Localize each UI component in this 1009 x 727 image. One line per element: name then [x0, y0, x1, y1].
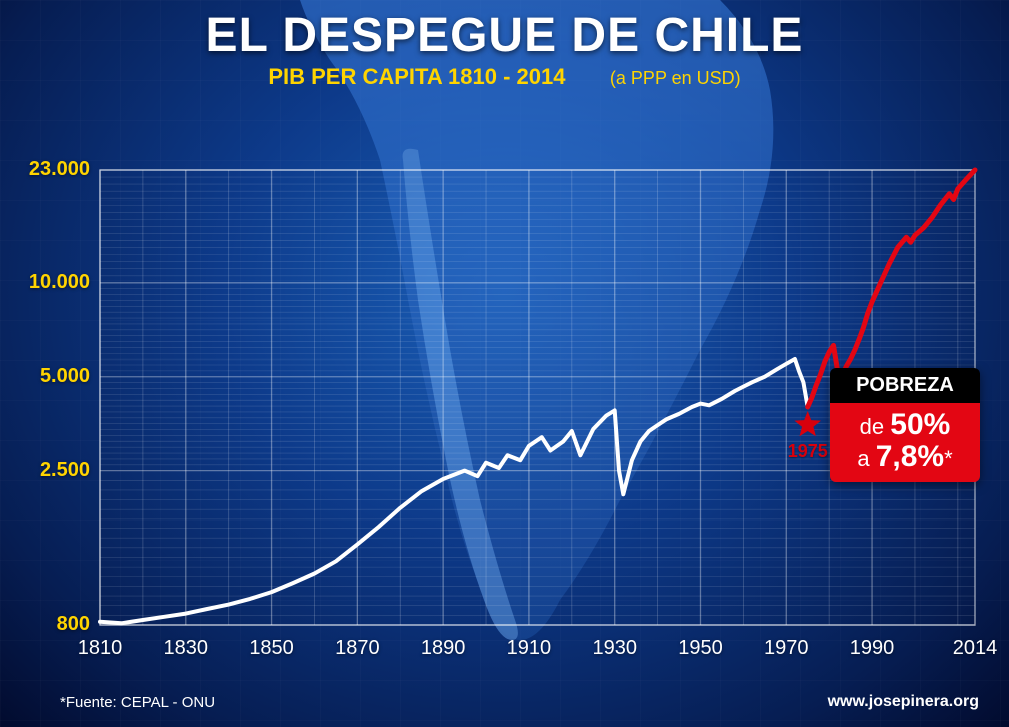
x-tick-label: 1990	[850, 637, 895, 660]
y-tick-label: 800	[20, 613, 90, 636]
poverty-from-label: de	[860, 414, 891, 439]
poverty-from-value: 50%	[890, 408, 950, 441]
x-tick-label: 1810	[78, 637, 123, 660]
x-tick-label: 1910	[507, 637, 552, 660]
x-tick-label: 1850	[249, 637, 294, 660]
x-tick-label: 1950	[678, 637, 723, 660]
x-tick-label: 1830	[164, 637, 209, 660]
x-tick-label: 2014	[953, 637, 998, 660]
source-url: www.josepinera.org	[828, 693, 979, 711]
y-tick-label: 23.000	[20, 158, 90, 181]
x-tick-label: 1930	[592, 637, 637, 660]
x-tick-label: 1870	[335, 637, 380, 660]
poverty-callout-box: POBREZA de 50% a 7,8%*	[830, 368, 980, 482]
poverty-body: de 50% a 7,8%*	[830, 403, 980, 482]
y-tick-label: 10.000	[20, 271, 90, 294]
poverty-to-value: 7,8%	[876, 440, 944, 473]
poverty-to-label: a	[857, 446, 875, 471]
poverty-asterisk: *	[944, 446, 953, 471]
x-tick-label: 1890	[421, 637, 466, 660]
y-tick-label: 2.500	[20, 459, 90, 482]
star-label-1975: 1975	[788, 441, 828, 462]
source-footnote: *Fuente: CEPAL - ONU	[60, 694, 215, 711]
x-tick-label: 1970	[764, 637, 809, 660]
chart-svg	[0, 0, 1009, 727]
series-pre-1975	[100, 359, 808, 623]
star-marker-1975	[794, 411, 821, 436]
poverty-header: POBREZA	[830, 368, 980, 403]
y-tick-label: 5.000	[20, 365, 90, 388]
